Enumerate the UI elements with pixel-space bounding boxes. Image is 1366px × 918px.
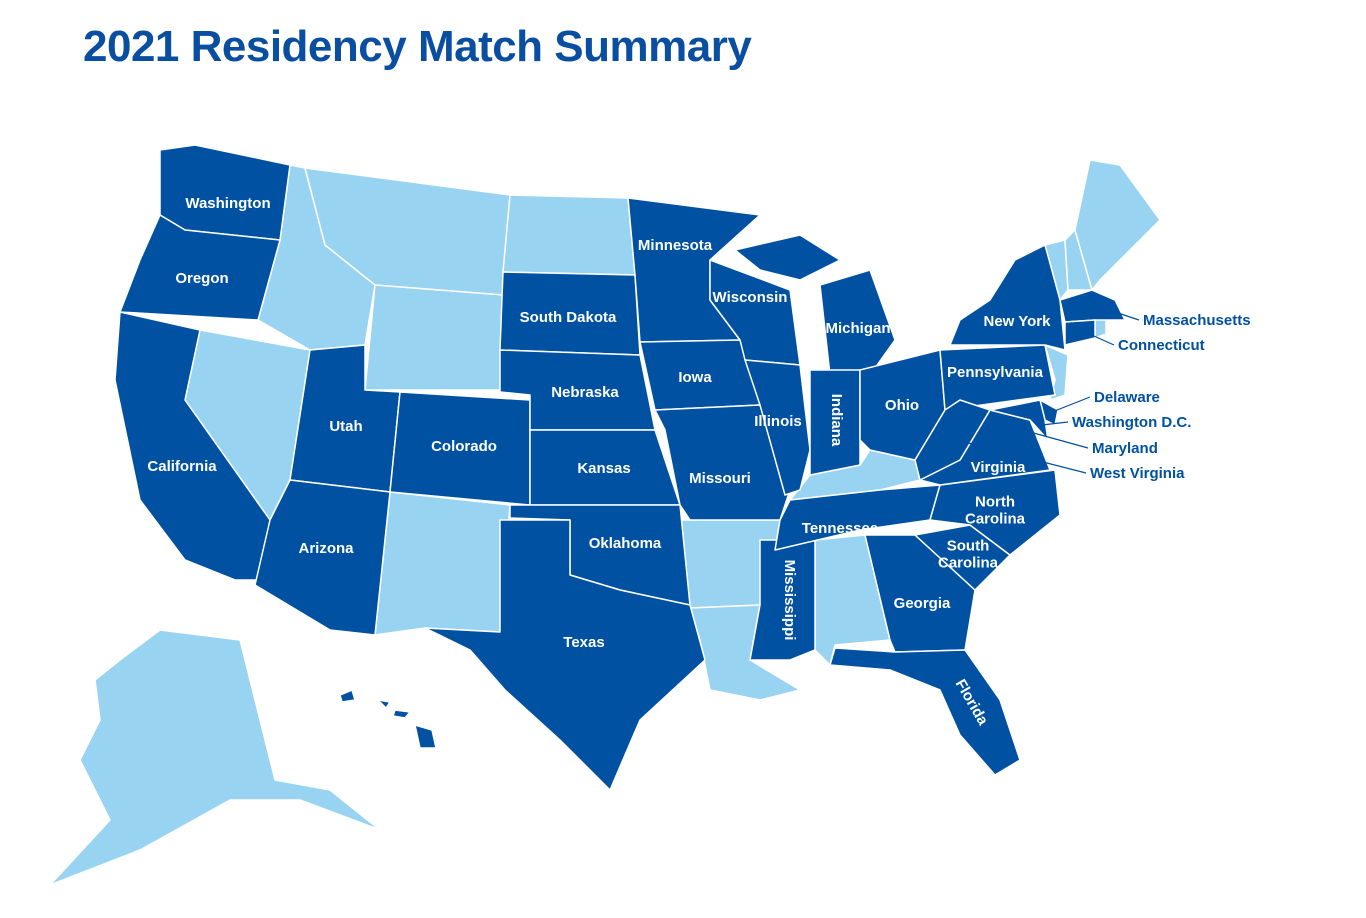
- state-shape: [424, 519, 706, 791]
- state-shape: [119, 214, 281, 321]
- state-shape: [392, 709, 411, 719]
- state-shape: [414, 724, 437, 749]
- leader-line: [1029, 431, 1089, 449]
- state-label: Washington: [185, 195, 270, 212]
- state-shape: [159, 144, 291, 241]
- state-label: California: [147, 458, 217, 475]
- state-label: Hawaii: [338, 727, 386, 744]
- state-shape: [809, 369, 861, 476]
- state-shape: [374, 491, 511, 636]
- state-shape: [819, 269, 896, 376]
- state-label: New York: [984, 313, 1052, 330]
- leader-line: [1114, 311, 1140, 321]
- state-label: Missouri: [689, 470, 751, 487]
- state-shape: [377, 699, 391, 709]
- state-shape: [914, 399, 991, 481]
- state-shape: [502, 194, 636, 276]
- state-label: Arizona: [298, 540, 354, 557]
- state-label: Oklahoma: [589, 535, 662, 552]
- state-shape: [939, 344, 1056, 411]
- state-shape: [1059, 289, 1126, 323]
- state-shape: [1064, 319, 1096, 346]
- state-label: Carolina: [965, 511, 1026, 528]
- state-label: Colorado: [431, 438, 497, 455]
- leader-line: [1051, 396, 1091, 413]
- state-label: Iowa: [678, 369, 712, 386]
- state-label: Maryland: [1092, 440, 1158, 457]
- state-shape: [829, 647, 1021, 776]
- state-label: Nebraska: [551, 384, 619, 401]
- state-shape: [364, 284, 504, 391]
- state-label: Texas: [563, 634, 604, 651]
- state-label: Wisconsin: [713, 289, 788, 306]
- state-label: Massachusetts: [1143, 312, 1251, 329]
- state-shape: [254, 479, 391, 636]
- state-label: Tennessee: [802, 520, 878, 537]
- state-shape: [49, 629, 381, 886]
- state-label: Carolina: [938, 555, 999, 572]
- state-shape: [114, 311, 271, 581]
- state-shape: [989, 399, 1049, 441]
- state-label: Utah: [329, 418, 362, 435]
- state-label: Delaware: [1094, 389, 1160, 406]
- state-label: Mississippi: [781, 560, 798, 641]
- state-shape: [744, 359, 811, 496]
- state-label: Pennsylvania: [947, 364, 1044, 381]
- state-shape: [339, 689, 356, 703]
- state-shape: [1074, 159, 1161, 291]
- state-label: West Virginia: [1090, 465, 1185, 482]
- state-label: Kansas: [577, 460, 630, 477]
- labeled-states: Washington Oregon California Utah Colorado Ar…: [114, 144, 1251, 791]
- unlabeled-states: [49, 159, 1161, 886]
- state-label: Indiana: [828, 394, 845, 447]
- state-shape: [734, 234, 841, 281]
- leader-line: [944, 436, 1087, 474]
- state-label: Connecticut: [1118, 337, 1205, 354]
- state-shape: [1044, 344, 1069, 401]
- state-label: Minnesota: [638, 237, 713, 254]
- state-label: Oregon: [175, 270, 228, 287]
- state-label: Washington D.C.: [1072, 414, 1191, 431]
- state-label: Georgia: [894, 595, 951, 612]
- state-label: South Dakota: [520, 309, 617, 326]
- title: 2021 Residency Match Summary: [83, 22, 752, 71]
- state-shape: [1094, 317, 1107, 339]
- state-label: Ohio: [885, 397, 919, 414]
- state-label: Illinois: [754, 413, 802, 430]
- state-label: North: [975, 494, 1015, 511]
- leader-line: [1041, 421, 1069, 426]
- leader-line: [1084, 331, 1115, 346]
- state-label: Michigan: [825, 320, 890, 337]
- state-shape: [949, 244, 1066, 351]
- state-label: Virginia: [971, 459, 1026, 476]
- state-label: South: [947, 538, 990, 555]
